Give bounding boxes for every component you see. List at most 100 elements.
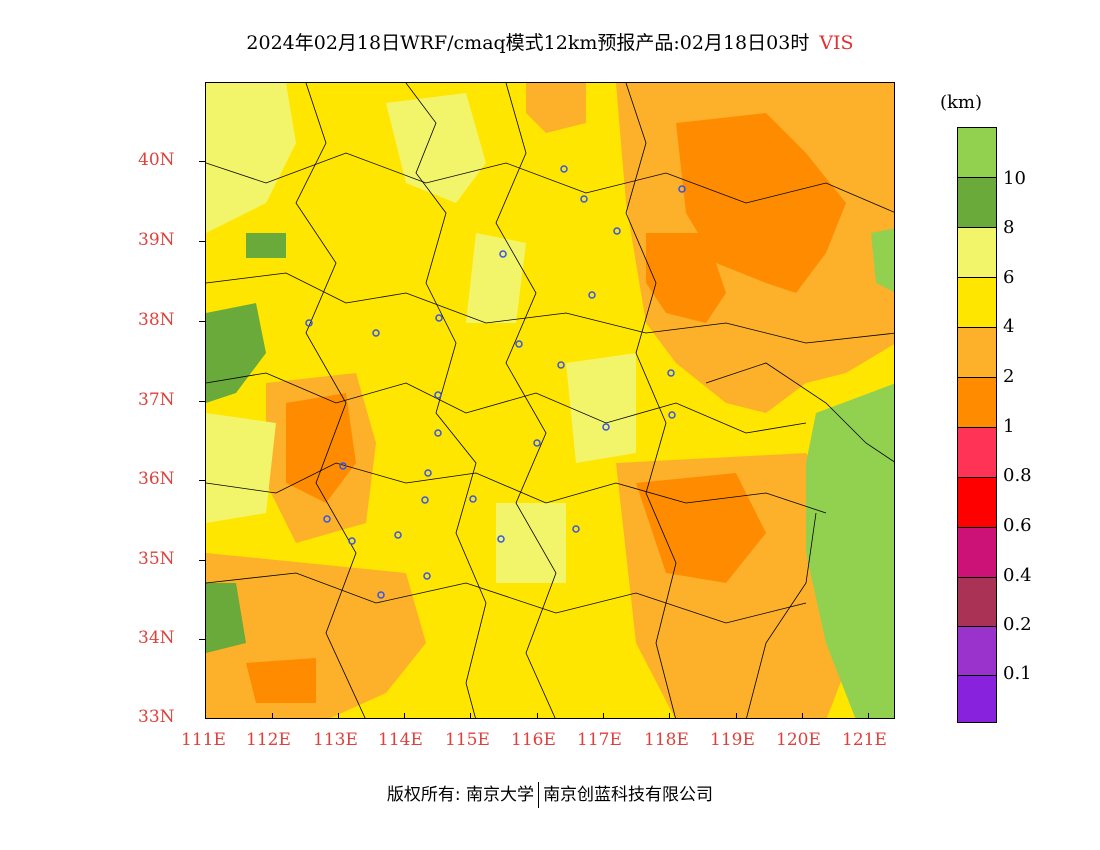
city-marker xyxy=(469,495,477,503)
y-tick-mark xyxy=(199,321,205,322)
colorbar-label: 8 xyxy=(1003,217,1015,238)
colorbar-label: 1 xyxy=(1003,416,1015,437)
city-marker xyxy=(421,496,429,504)
green-patch-northwest xyxy=(246,233,286,258)
city-marker xyxy=(423,572,431,580)
colorbar-label: 0.6 xyxy=(1003,515,1032,536)
copyright-footer: 版权所有: 南京大学 南京创蓝科技有限公司 xyxy=(0,780,1100,808)
green-region-west xyxy=(206,303,266,403)
city-marker xyxy=(580,195,588,203)
x-tick-mark xyxy=(669,713,670,719)
x-tick-mark xyxy=(404,713,405,719)
y-tick-label: 37N xyxy=(138,390,175,410)
x-tick-label: 115E xyxy=(445,730,490,750)
x-tick-label: 121E xyxy=(842,730,887,750)
city-marker xyxy=(497,535,505,543)
x-tick-mark xyxy=(338,713,339,719)
colorbar-label: 0.1 xyxy=(1003,663,1032,684)
y-tick-label: 40N xyxy=(138,150,175,170)
y-tick-label: 36N xyxy=(138,469,175,489)
colorbar-label: 0.8 xyxy=(1003,465,1032,486)
y-tick-mark xyxy=(199,161,205,162)
dark-orange-region-southwest xyxy=(246,658,316,703)
colorbar-segment xyxy=(958,478,996,528)
copyright-right: 南京创蓝科技有限公司 xyxy=(543,785,714,805)
x-tick-label: 112E xyxy=(246,730,291,750)
x-tick-label: 113E xyxy=(313,730,358,750)
city-marker xyxy=(434,429,442,437)
x-tick-mark xyxy=(272,713,273,719)
title-text: 2024年02月18日WRF/cmaq模式12km预报产品:02月18日03时 xyxy=(246,32,810,54)
orange-region-north xyxy=(526,83,586,133)
colorbar-segment xyxy=(958,278,996,328)
city-marker xyxy=(424,469,432,477)
footer-separator xyxy=(538,782,540,808)
light-yellow-region-north xyxy=(386,93,486,203)
x-tick-mark xyxy=(802,713,803,719)
dark-orange-region-west xyxy=(286,393,356,503)
city-marker xyxy=(372,329,380,337)
city-marker xyxy=(613,227,621,235)
light-yellow-region-south xyxy=(496,503,566,583)
colorbar-segment xyxy=(958,178,996,228)
green-region-southwest xyxy=(206,583,246,653)
colorbar-label: 0.4 xyxy=(1003,565,1032,586)
colorbar-segment xyxy=(958,627,996,676)
light-yellow-region-northwest xyxy=(206,83,296,233)
colorbar-label: 0.2 xyxy=(1003,614,1032,635)
copyright-left: 版权所有: 南京大学 xyxy=(386,785,535,805)
colorbar-segment xyxy=(958,428,996,478)
dark-orange-region-coast xyxy=(646,233,726,323)
colorbar xyxy=(957,127,997,723)
x-tick-mark xyxy=(537,713,538,719)
y-tick-mark xyxy=(199,560,205,561)
y-tick-mark xyxy=(199,480,205,481)
light-yellow-region-east xyxy=(566,353,636,463)
colorbar-label: 2 xyxy=(1003,366,1015,387)
city-marker xyxy=(667,369,675,377)
city-marker xyxy=(668,411,676,419)
city-marker xyxy=(323,515,331,523)
x-tick-label: 117E xyxy=(577,730,622,750)
city-marker xyxy=(588,291,596,299)
city-marker xyxy=(377,591,385,599)
admin-boundaries xyxy=(206,83,894,718)
map-title: 2024年02月18日WRF/cmaq模式12km预报产品:02月18日03时 V… xyxy=(0,28,1100,55)
colorbar-segment xyxy=(958,528,996,578)
dark-orange-region-northeast xyxy=(676,113,846,293)
y-tick-label: 39N xyxy=(138,230,175,250)
colorbar-label: 10 xyxy=(1003,168,1026,189)
city-marker xyxy=(499,250,507,258)
forecast-map xyxy=(205,82,895,719)
city-marker xyxy=(572,525,580,533)
y-tick-label: 33N xyxy=(138,707,175,727)
city-marker xyxy=(339,462,347,470)
colorbar-segment xyxy=(958,328,996,378)
city-marker xyxy=(678,185,686,193)
x-tick-label: 116E xyxy=(511,730,556,750)
city-marker xyxy=(348,537,356,545)
city-marker xyxy=(515,340,523,348)
x-tick-mark xyxy=(603,713,604,719)
city-marker xyxy=(435,314,443,322)
x-tick-label: 111E xyxy=(181,730,226,750)
y-tick-label: 35N xyxy=(138,549,175,569)
colorbar-segment xyxy=(958,128,996,178)
y-tick-label: 38N xyxy=(138,310,175,330)
x-tick-label: 120E xyxy=(776,730,821,750)
dark-orange-region-southeast xyxy=(636,473,766,583)
green-patch-northeast xyxy=(871,228,894,292)
x-tick-label: 118E xyxy=(644,730,689,750)
colorbar-unit: (km) xyxy=(940,92,983,113)
colorbar-segment xyxy=(958,378,996,428)
y-tick-mark xyxy=(199,401,205,402)
colorbar-label: 4 xyxy=(1003,316,1015,337)
colorbar-segment xyxy=(958,228,996,278)
colorbar-segment xyxy=(958,578,996,627)
y-tick-mark xyxy=(199,241,205,242)
colorbar-label: 6 xyxy=(1003,267,1015,288)
city-marker xyxy=(557,361,565,369)
light-yellow-region-center xyxy=(466,233,526,323)
y-tick-mark xyxy=(199,639,205,640)
x-tick-mark xyxy=(736,713,737,719)
